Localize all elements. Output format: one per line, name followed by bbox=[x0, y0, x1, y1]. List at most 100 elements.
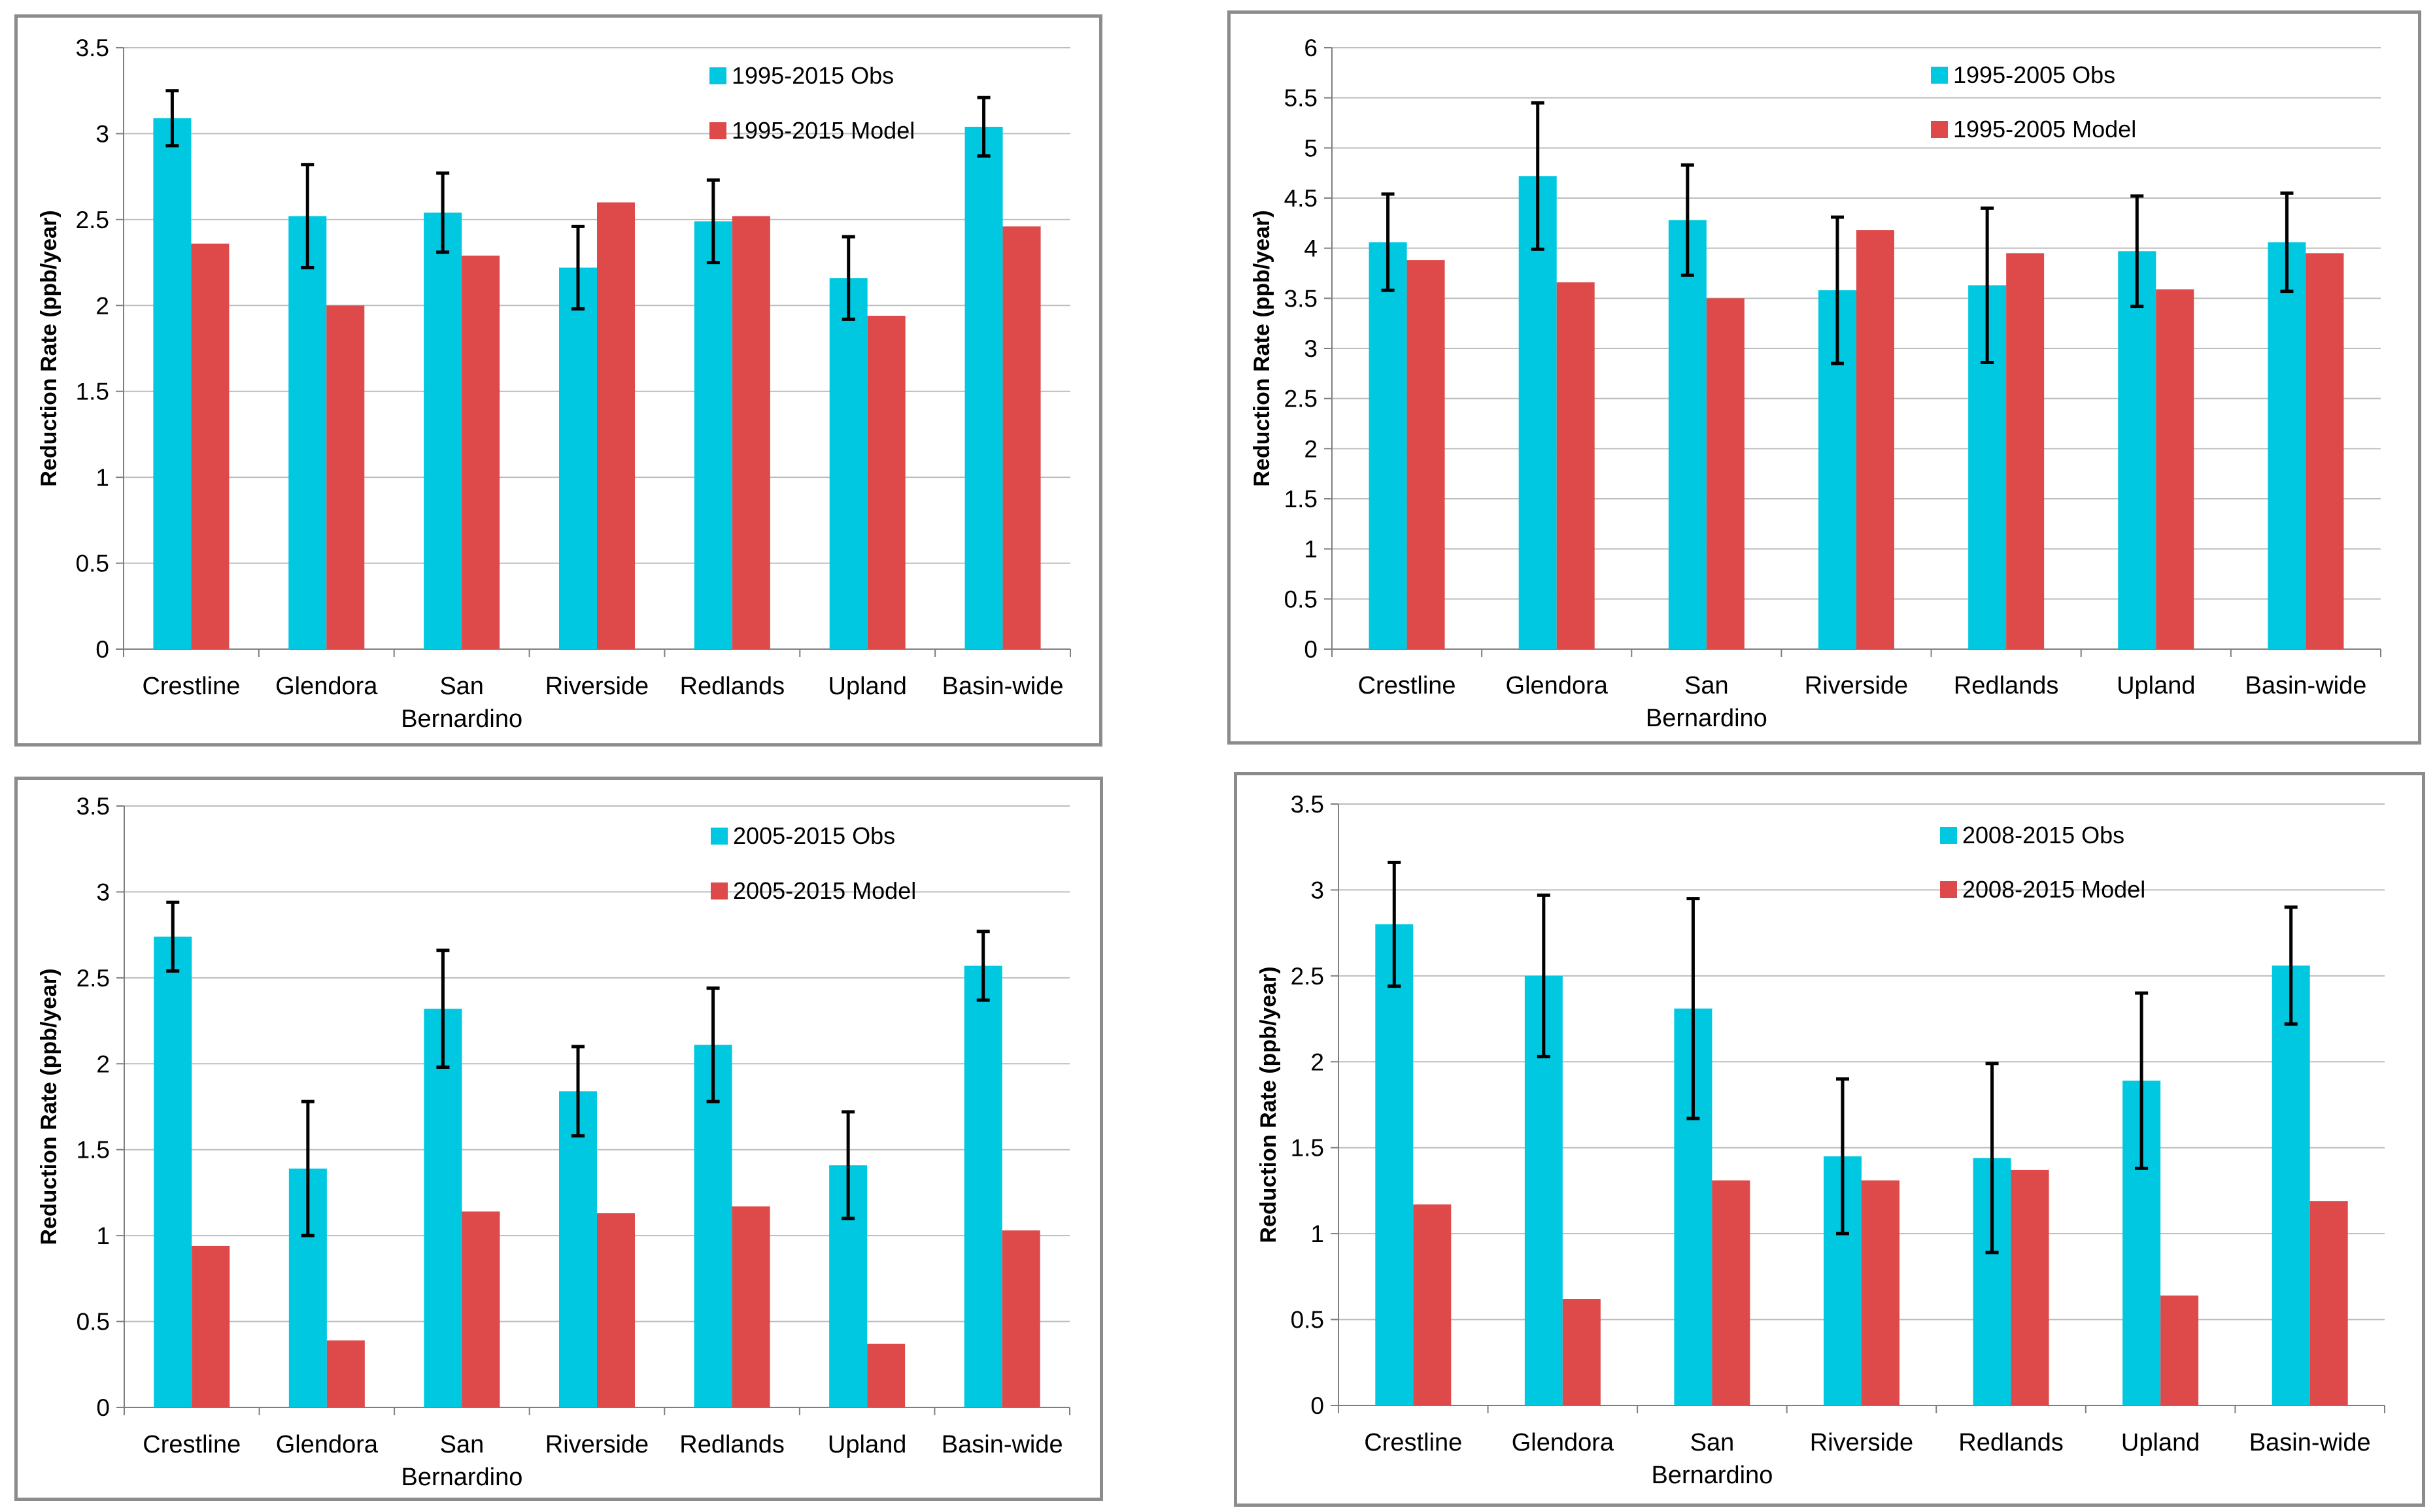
bar-model bbox=[2309, 1201, 2348, 1405]
category-label-line: Upland bbox=[828, 673, 907, 700]
bar-obs bbox=[424, 1009, 462, 1407]
legend-swatch bbox=[711, 882, 728, 899]
category-label-line: San bbox=[1684, 672, 1729, 699]
bar-obs bbox=[694, 221, 732, 649]
bar-model bbox=[1556, 282, 1595, 649]
category-label-line: San bbox=[439, 673, 484, 700]
bar-model bbox=[1706, 298, 1745, 649]
category-label-line: San bbox=[1690, 1429, 1735, 1456]
legend-label: 2008-2015 Model bbox=[1962, 876, 2145, 903]
y-tick-label: 2.5 bbox=[77, 965, 110, 992]
chart-1995-2015: 0 0.5 1 1.5 2 2.5 3 3.5 Crestline Glendora San Bern… bbox=[37, 35, 1071, 733]
y-tick-label: 3 bbox=[95, 120, 109, 147]
bar-obs bbox=[829, 278, 868, 649]
category-label-line: Redlands bbox=[1954, 672, 2059, 699]
bar-model bbox=[1406, 260, 1445, 650]
category-label-line: Bernardino bbox=[1651, 1462, 1773, 1489]
category-label-line: Basin-wide bbox=[942, 673, 1064, 700]
category-label-line: Glendora bbox=[1506, 672, 1609, 699]
y-tick-label: 2 bbox=[1304, 435, 1318, 462]
category-label-line: Bernardino bbox=[1646, 705, 1767, 732]
legend-label: 2005-2015 Model bbox=[733, 877, 916, 904]
legend-label: 1995-2005 Model bbox=[1953, 116, 2136, 143]
category-label-line: Glendora bbox=[1512, 1429, 1614, 1456]
category-label-line: Bernardino bbox=[401, 705, 522, 733]
category-label-line: Basin-wide bbox=[2249, 1429, 2371, 1456]
bar-obs bbox=[154, 936, 192, 1407]
y-tick-label: 2 bbox=[96, 1050, 110, 1077]
y-tick-label: 0.5 bbox=[1284, 586, 1318, 613]
category-label: Glendora bbox=[1506, 672, 1609, 699]
bar-obs bbox=[964, 126, 1003, 649]
y-tick-label: 6 bbox=[1304, 35, 1318, 61]
category-label-line: Riverside bbox=[545, 673, 649, 700]
bar-model bbox=[1002, 226, 1041, 649]
y-tick-label: 3.5 bbox=[76, 35, 109, 61]
y-tick-label: 0 bbox=[95, 636, 109, 663]
bar-model bbox=[192, 1245, 230, 1407]
y-tick-label: 3.5 bbox=[1284, 285, 1318, 312]
category-label: Riverside bbox=[545, 673, 649, 700]
category-label-line: Upland bbox=[2121, 1429, 2200, 1456]
category-label: Basin-wide bbox=[2249, 1429, 2371, 1456]
category-label: Riverside bbox=[545, 1431, 649, 1458]
bar-obs bbox=[1518, 176, 1557, 649]
category-label-line: Redlands bbox=[679, 1431, 785, 1458]
category-label: Crestline bbox=[142, 673, 240, 700]
y-axis-title: Reduction Rate (ppb/year) bbox=[37, 968, 61, 1245]
y-tick-label: 4.5 bbox=[1284, 185, 1318, 212]
y-tick-label: 2 bbox=[1310, 1049, 1324, 1075]
category-label: Riverside bbox=[1810, 1429, 1913, 1456]
y-tick-label: 2 bbox=[95, 292, 109, 319]
bar-model bbox=[1413, 1204, 1452, 1405]
chart-panel-1995-2005: 0 0.5 1 1.5 2 2.5 3 3.5 4 4.5 5 5.5 6 Crestline Glendo… bbox=[1227, 10, 2421, 745]
y-tick-label: 0.5 bbox=[76, 550, 109, 577]
y-axis-title: Reduction Rate (ppb/year) bbox=[1250, 210, 1274, 486]
category-label: Glendora bbox=[1512, 1429, 1614, 1456]
bar-model bbox=[2160, 1295, 2199, 1405]
y-tick-label: 5.5 bbox=[1284, 85, 1318, 112]
category-label: Glendora bbox=[276, 1431, 379, 1458]
category-label-line: Bernardino bbox=[401, 1464, 522, 1491]
y-tick-label: 3 bbox=[96, 879, 110, 905]
category-label: Basin-wide bbox=[942, 673, 1064, 700]
bar-model bbox=[1856, 230, 1894, 650]
y-tick-label: 5 bbox=[1304, 135, 1318, 161]
category-label: Basin-wide bbox=[942, 1431, 1063, 1458]
bar-obs bbox=[153, 118, 192, 649]
category-label: Upland bbox=[828, 673, 907, 700]
y-tick-label: 4 bbox=[1304, 235, 1318, 262]
bar-model bbox=[1562, 1299, 1601, 1405]
legend-label: 2005-2015 Obs bbox=[733, 822, 895, 849]
category-label: San Bernardino bbox=[401, 673, 522, 733]
category-label-line: Basin-wide bbox=[2245, 672, 2366, 699]
bar-model bbox=[597, 1213, 635, 1407]
legend-swatch bbox=[1931, 121, 1948, 138]
y-axis-title: Reduction Rate (ppb/year) bbox=[1256, 966, 1281, 1243]
bar-obs bbox=[1668, 220, 1707, 649]
bar-model bbox=[462, 1211, 500, 1407]
chart-2005-2015: 0 0.5 1 1.5 2 2.5 3 3.5 Crestline Glendora San Bern… bbox=[37, 793, 1070, 1491]
y-tick-label: 2.5 bbox=[1291, 963, 1324, 990]
bar-model bbox=[867, 316, 906, 649]
y-tick-label: 1.5 bbox=[77, 1137, 110, 1164]
y-tick-label: 2.5 bbox=[1284, 386, 1318, 412]
category-label-line: Crestline bbox=[1364, 1429, 1462, 1456]
bar-obs bbox=[1369, 242, 1407, 649]
y-tick-label: 3 bbox=[1304, 335, 1318, 362]
y-tick-label: 1 bbox=[96, 1222, 110, 1249]
category-label-line: Upland bbox=[2117, 672, 2195, 699]
category-label-line: Crestline bbox=[143, 1431, 241, 1458]
bar-model bbox=[597, 202, 635, 650]
bar-obs bbox=[2272, 966, 2310, 1405]
bar-obs bbox=[2118, 251, 2156, 649]
bar-model bbox=[326, 305, 365, 649]
chart-1995-2005: 0 0.5 1 1.5 2 2.5 3 3.5 4 4.5 5 5.5 6 Crestline Glendo… bbox=[1250, 35, 2381, 732]
legend-label: 1995-2015 Obs bbox=[732, 62, 894, 89]
y-tick-label: 3 bbox=[1310, 877, 1324, 903]
legend-swatch bbox=[709, 122, 726, 139]
bar-model bbox=[1862, 1180, 1899, 1405]
y-tick-label: 3.5 bbox=[77, 793, 110, 820]
category-label: Redlands bbox=[1958, 1429, 2064, 1456]
category-label: San Bernardino bbox=[1651, 1429, 1773, 1489]
